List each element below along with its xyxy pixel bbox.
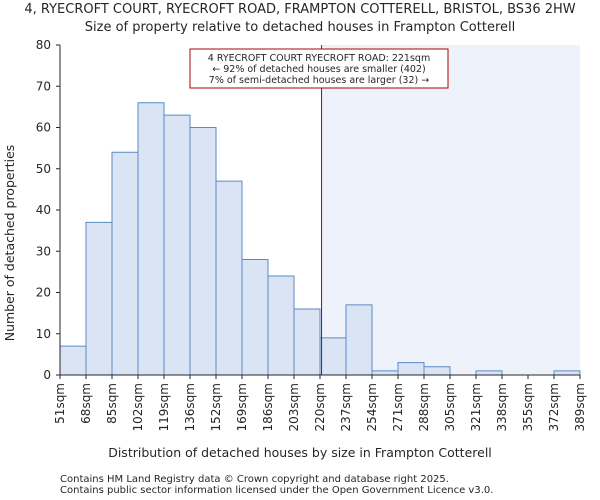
x-tick-label: 152sqm [209, 383, 223, 431]
y-tick-label: 30 [36, 244, 51, 258]
bar-152sqm [215, 180, 243, 376]
y-axis-label: Number of detached properties [2, 145, 17, 342]
bar-119sqm [163, 114, 191, 376]
x-tick-label: 68sqm [79, 383, 93, 424]
annotation-box: 4 RYECROFT COURT RYECROFT ROAD: 221sqm ←… [189, 48, 449, 89]
x-tick-label: 186sqm [261, 383, 275, 431]
x-tick-label: 389sqm [573, 383, 587, 431]
bar-68sqm [85, 221, 113, 376]
x-tick-label: 372sqm [547, 383, 561, 431]
bar-85sqm [111, 151, 139, 376]
y-ticks: 0 10 20 30 40 50 60 70 80 [36, 38, 60, 382]
x-tick-label: 220sqm [313, 383, 327, 431]
x-tick-label: 237sqm [339, 383, 353, 431]
y-tick-label: 70 [36, 79, 51, 93]
chart-title: 4, RYECROFT COURT, RYECROFT ROAD, FRAMPT… [24, 2, 575, 17]
y-tick-label: 80 [36, 38, 51, 52]
bar-51sqm [59, 345, 87, 376]
y-tick-label: 10 [36, 327, 51, 341]
x-tick-label: 338sqm [495, 383, 509, 431]
bar-288sqm [423, 366, 451, 376]
x-tick-label: 169sqm [235, 383, 249, 431]
bar-220sqm [319, 337, 347, 376]
x-axis-label: Distribution of detached houses by size … [108, 445, 492, 460]
x-tick-label: 85sqm [105, 383, 119, 424]
chart-subtitle: Size of property relative to detached ho… [85, 20, 515, 35]
bar-102sqm [137, 102, 165, 376]
x-tick-label: 102sqm [131, 383, 145, 431]
y-tick-label: 40 [36, 203, 51, 217]
x-tick-label: 321sqm [469, 383, 483, 431]
x-tick-label: 254sqm [365, 383, 379, 431]
x-tick-label: 136sqm [183, 383, 197, 431]
bar-254sqm [371, 370, 399, 376]
x-tick-label: 203sqm [287, 383, 301, 431]
bar-372sqm [553, 370, 581, 376]
footer-line-1: Contains HM Land Registry data © Crown c… [60, 474, 449, 485]
x-ticks: 51sqm 68sqm 85sqm 102sqm 119sqm 136sqm 152sqm 1… [53, 375, 587, 431]
bar-271sqm [397, 362, 425, 376]
x-tick-label: 51sqm [53, 383, 67, 424]
y-tick-label: 20 [36, 286, 51, 300]
bar-321sqm [475, 370, 503, 376]
annotation-line-2: ← 92% of detached houses are smaller (40… [212, 64, 425, 75]
y-tick-label: 50 [36, 162, 51, 176]
bar-169sqm [241, 259, 269, 376]
bar-136sqm [189, 127, 217, 376]
bar-186sqm [267, 275, 295, 376]
bar-237sqm [345, 304, 373, 376]
y-tick-label: 60 [36, 121, 51, 135]
x-tick-label: 271sqm [391, 383, 405, 431]
bar-203sqm [293, 308, 321, 376]
footer-line-2: Contains public sector information licen… [60, 485, 493, 496]
x-tick-label: 305sqm [443, 383, 457, 431]
x-tick-label: 288sqm [417, 383, 431, 431]
annotation-line-1: 4 RYECROFT COURT RYECROFT ROAD: 221sqm [208, 53, 430, 64]
annotation-line-3: 7% of semi-detached houses are larger (3… [209, 75, 429, 86]
x-tick-label: 355sqm [521, 383, 535, 431]
x-tick-label: 119sqm [157, 383, 171, 431]
bars [59, 102, 581, 376]
y-tick-label: 0 [43, 368, 51, 382]
